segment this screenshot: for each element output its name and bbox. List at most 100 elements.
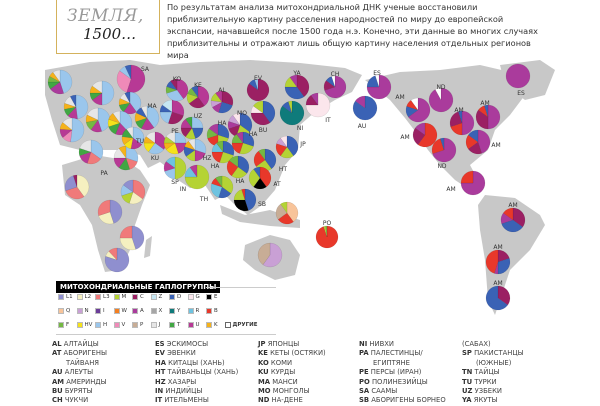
pie-label: YA xyxy=(292,70,301,77)
population-pie-ni: NI xyxy=(279,100,305,132)
population-pie-nd: ND xyxy=(431,137,457,170)
pie-slice-M xyxy=(239,142,254,155)
pie-slice-H xyxy=(174,131,187,144)
legend-label: B xyxy=(214,308,218,314)
pie-slice-F xyxy=(258,148,266,161)
pie-slice-U xyxy=(215,90,223,103)
pie-slice-L3 xyxy=(119,225,133,239)
legend-label: Q xyxy=(66,308,71,314)
pie-slice-V xyxy=(62,129,73,143)
abbreviation-column: AL АЛТАЙЦЫ AT АБОРИГЕНЫ ТАЙВАНЯ AU АЛЕУТЫ AM… xyxy=(52,340,107,406)
legend-row: L1 L2 L3 M C Z D G E xyxy=(58,294,225,300)
abbreviation-entry: TU ТУРКИ xyxy=(462,378,524,387)
abbreviation-column: JP ЯПОНЦЫ KE КЕТЫ (ОСТЯКИ) KO КОМИ KU КУРДЫ… xyxy=(258,340,326,406)
abbreviation-entry: TN ТАЙЦЫ xyxy=(462,368,524,377)
pie-slice-A xyxy=(324,75,347,99)
legend-swatch xyxy=(150,322,157,328)
pie-slice-P xyxy=(275,203,288,220)
legend-swatch xyxy=(187,322,194,328)
pie-slice-T xyxy=(64,106,77,116)
abbr-name: ПОЛИНЕЗИЙЦЫ xyxy=(371,377,428,386)
abbreviation-entry: HT ТАЙВАНЬЦЫ (ХАНЬ) xyxy=(155,368,238,377)
legend-item-L2: L2 xyxy=(76,294,96,300)
pie-slice-C xyxy=(188,96,205,109)
pie-label: PO xyxy=(323,220,332,227)
pie-label: AM xyxy=(454,107,463,114)
pie-slice-C xyxy=(73,174,78,188)
pie-slice-B xyxy=(485,249,499,274)
pie-slice-D xyxy=(191,85,199,98)
haplogroup-legend: МИТОХОНДРИАЛЬНЫЕ ГАПЛОГРУППЫ L1 L2 L3 M C Z D G… xyxy=(56,281,276,336)
legend-item-B: B xyxy=(206,308,225,314)
legend-swatch xyxy=(150,308,157,314)
abbr-name: ЧУКЧИ xyxy=(64,396,89,405)
pie-label: PE xyxy=(171,128,179,135)
pie-slice-K xyxy=(63,103,77,110)
pie-label: KO xyxy=(173,76,182,83)
legend-label: N xyxy=(84,308,89,314)
population-pie xyxy=(104,247,130,273)
legend-item-I: I xyxy=(95,308,114,314)
legend-label: E xyxy=(214,294,218,300)
pie-slice-U xyxy=(141,117,155,131)
pie-slice-A xyxy=(408,97,431,123)
legend-item-L1: L1 xyxy=(58,294,77,300)
abbreviation-entry: HZ ХАЗАРЫ xyxy=(155,378,238,387)
pie-slice-K xyxy=(134,112,148,122)
abbreviation-entry: ТАЙВАНЯ xyxy=(52,359,107,368)
pie-slice-J xyxy=(145,131,156,144)
pie-slice-E xyxy=(233,199,249,212)
pie-slice-U xyxy=(180,118,193,129)
abbreviation-entry: PO ПОЛИНЕЗИЙЦЫ xyxy=(359,378,446,387)
population-pie-at: AT xyxy=(248,166,281,190)
population-pie-ko: KO xyxy=(165,76,189,102)
pie-slice-C xyxy=(497,285,511,306)
pie-slice-J xyxy=(52,69,61,83)
population-pie-am: AM xyxy=(395,94,431,123)
legend-item-P: P xyxy=(132,322,151,328)
pie-label: AM xyxy=(493,280,502,287)
legend-item-J: J xyxy=(150,322,170,328)
abbr-name: ЭВЕНКИ xyxy=(167,349,196,358)
abbreviation-entry: (ЮЖНЫЕ) xyxy=(462,359,524,368)
population-pie-am: AM xyxy=(485,280,511,311)
pie-label: SP xyxy=(171,179,179,186)
pie-slice-C xyxy=(449,111,463,127)
pie-slice-F xyxy=(47,76,61,83)
pie-slice-K xyxy=(59,122,73,131)
population-pie-am: AM xyxy=(449,107,475,136)
pie-slice-K xyxy=(143,136,156,144)
pie-label: IT xyxy=(325,117,331,124)
pie-slice-M xyxy=(163,136,176,144)
pie-slice-U xyxy=(59,129,73,138)
population-pie-ke: KE xyxy=(186,82,210,109)
pie-slice-R xyxy=(165,156,176,169)
legend-swatch xyxy=(113,322,120,328)
pie-slice-C xyxy=(512,207,526,228)
population-pie-ev: EV xyxy=(246,75,270,102)
pie-slice-M xyxy=(231,166,248,179)
pie-label: JP xyxy=(299,141,306,148)
pie-slice-U xyxy=(154,131,167,150)
pie-slice-A xyxy=(355,95,366,109)
abbr-name: ТАЙЦЫ xyxy=(474,368,500,377)
pie-slice-C xyxy=(468,141,482,155)
pie-label: HZ xyxy=(203,155,212,162)
pie-slice-H xyxy=(191,116,204,129)
abbreviation-column: (САБАХ) SP ПАКИСТАНЦЫ (ЮЖНЫЕ) TN ТАЙЦЫ TU ТУ… xyxy=(462,340,524,406)
population-pie-am: AM xyxy=(400,122,438,148)
pie-slice-M xyxy=(221,175,234,194)
abbreviation-entry: NI НИВХИ xyxy=(359,340,446,349)
abbreviation-entry: HA КИТАЦЫ (ХАНЬ) xyxy=(155,359,238,368)
abbr-name: АЛТАЙЦЫ xyxy=(63,340,99,348)
legend-swatch xyxy=(187,308,194,314)
population-pie xyxy=(85,107,111,133)
pie-slice-M xyxy=(210,92,223,103)
pie-label: AL xyxy=(218,87,226,94)
pie-slice-H xyxy=(166,89,184,102)
pie-slice-M xyxy=(185,149,196,162)
pie-slice-A xyxy=(289,74,298,88)
pie-label: SB xyxy=(258,201,266,208)
pie-label: UZ xyxy=(194,113,202,120)
